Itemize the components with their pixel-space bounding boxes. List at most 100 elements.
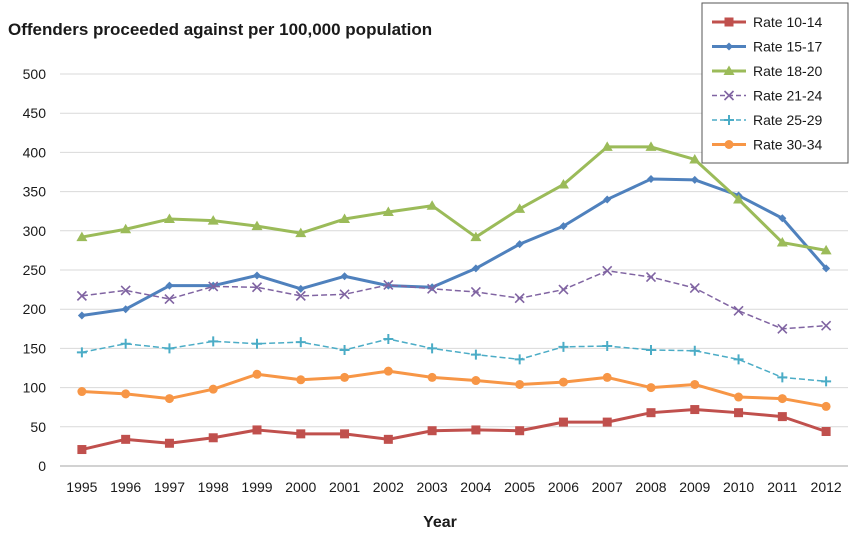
data-point (471, 425, 481, 435)
legend-marker (723, 90, 735, 101)
legend-marker (724, 140, 734, 149)
legend-item: Rate 15-17 (712, 39, 822, 55)
data-point (514, 354, 525, 365)
x-tick-label: 2010 (723, 479, 754, 495)
data-point (339, 344, 350, 355)
legend-item: Rate 30-34 (712, 137, 822, 153)
data-point (339, 289, 350, 300)
series-rate-18-20 (76, 141, 832, 255)
y-tick-label: 200 (23, 301, 47, 317)
data-point (820, 244, 832, 255)
data-point (340, 372, 350, 382)
data-point (645, 271, 657, 283)
data-point (208, 433, 218, 443)
data-point (163, 213, 175, 224)
data-point (383, 366, 393, 376)
y-tick-label: 100 (23, 380, 47, 396)
series-rate-10-14 (77, 405, 831, 455)
y-tick-label: 350 (23, 184, 47, 200)
data-point (603, 195, 612, 204)
x-tick-label: 2006 (548, 479, 579, 495)
data-point (733, 193, 745, 204)
x-tick-label: 1997 (154, 479, 185, 495)
data-point (76, 347, 87, 358)
data-point (733, 305, 744, 316)
data-point (515, 240, 524, 249)
x-tick-label: 2002 (373, 479, 404, 495)
x-tick-label: 2004 (460, 479, 491, 495)
data-point (427, 372, 437, 382)
data-point (471, 376, 481, 386)
data-point (558, 377, 568, 387)
data-point (734, 392, 744, 402)
legend-label: Rate 15-17 (753, 39, 822, 55)
data-point (164, 343, 175, 354)
y-tick-label: 400 (23, 144, 47, 160)
data-point (208, 336, 219, 347)
legend-label: Rate 10-14 (753, 14, 822, 30)
y-tick-label: 50 (30, 419, 46, 435)
data-point (120, 223, 132, 234)
chart-title: Offenders proceeded against per 100,000 … (8, 20, 432, 39)
data-point (690, 405, 700, 415)
legend-item: Rate 18-20 (712, 63, 822, 79)
data-point (296, 429, 306, 439)
data-point (514, 293, 525, 304)
legend-marker (723, 65, 735, 75)
data-point (340, 272, 349, 281)
series-line (81, 145, 827, 252)
y-tick-label: 300 (23, 223, 47, 239)
data-point (427, 283, 438, 294)
x-tick-label: 1999 (241, 479, 272, 495)
data-point (207, 215, 219, 225)
data-point (821, 401, 831, 411)
data-point (471, 264, 480, 273)
data-point (251, 282, 263, 293)
data-point (601, 141, 613, 151)
data-point (558, 417, 568, 427)
x-tick-label: 2009 (679, 479, 710, 495)
data-point (76, 231, 88, 242)
data-point (295, 227, 307, 238)
data-point (120, 285, 131, 296)
x-axis-title: Year (423, 514, 457, 531)
series-line (81, 270, 827, 330)
data-point (602, 341, 613, 352)
data-point (383, 434, 393, 444)
data-point (646, 408, 656, 418)
data-point (340, 429, 350, 439)
data-point (515, 426, 525, 436)
x-axis-ticks: 1995 1996 1997 1998 1999 2000 2001 2002 2003 2004… (66, 479, 842, 495)
data-point (777, 372, 788, 383)
data-point (645, 141, 657, 151)
y-tick-label: 500 (23, 66, 47, 82)
data-point (208, 281, 219, 292)
legend-label: Rate 18-20 (753, 63, 822, 79)
data-point (647, 175, 655, 184)
data-point (164, 293, 175, 305)
data-point (296, 375, 306, 385)
legend-item: Rate 21-24 (712, 88, 822, 104)
y-tick-label: 150 (23, 340, 47, 356)
data-point (339, 213, 351, 224)
legend-item: Rate 10-14 (712, 14, 822, 30)
series-rate-30-34 (77, 366, 831, 411)
data-point (251, 220, 263, 231)
data-point (165, 281, 174, 290)
data-point (382, 206, 394, 216)
series-line (81, 177, 828, 317)
data-point (602, 265, 613, 276)
data-point (470, 349, 481, 360)
data-point (821, 427, 831, 437)
series-layer (76, 141, 832, 455)
data-point (734, 408, 744, 418)
data-point (120, 338, 131, 349)
data-point (77, 387, 87, 397)
data-point (776, 237, 788, 247)
x-tick-label: 1998 (198, 479, 229, 495)
series-rate-15-17 (77, 175, 831, 320)
data-point (77, 311, 86, 320)
y-axis-ticks: 0 50 100 150 200 250 300 350 400 450 500 (23, 66, 47, 474)
legend-marker (725, 42, 733, 51)
